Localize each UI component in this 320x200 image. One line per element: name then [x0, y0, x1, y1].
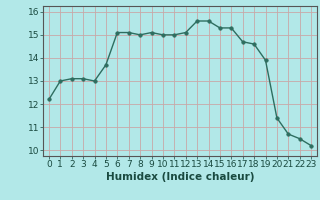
X-axis label: Humidex (Indice chaleur): Humidex (Indice chaleur) — [106, 172, 254, 182]
